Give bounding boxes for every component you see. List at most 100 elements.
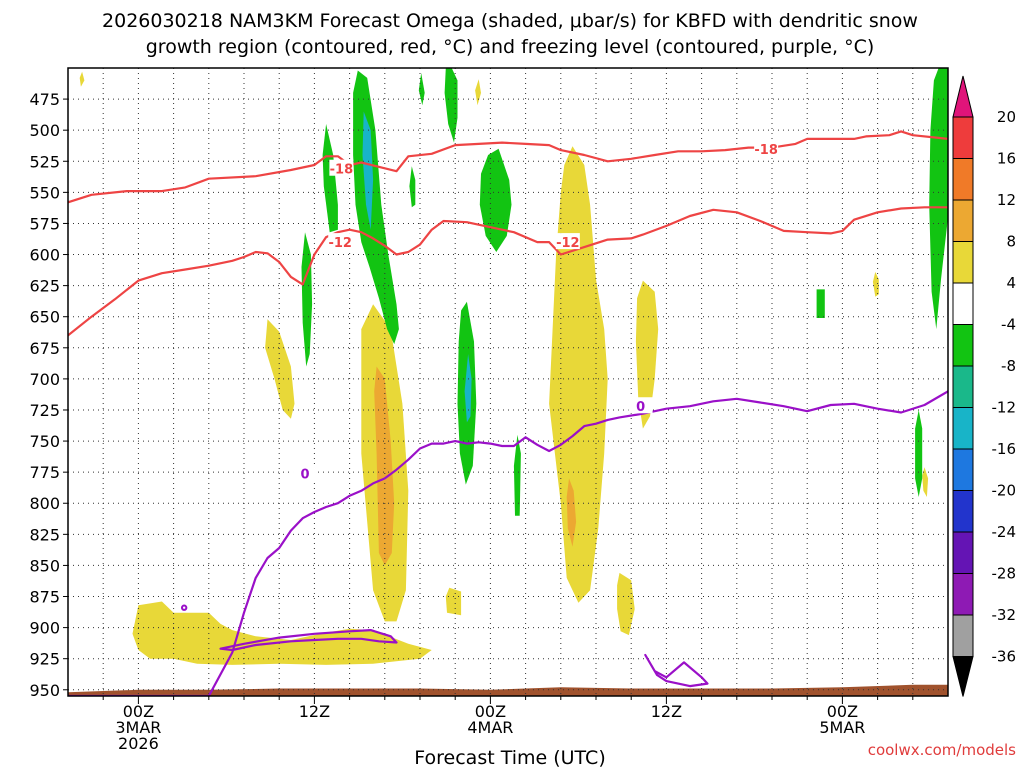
y-tick-label: 850 (29, 556, 60, 575)
y-tick-label: 825 (29, 525, 60, 544)
contour-label: 0 (636, 400, 645, 415)
y-tick-label: 575 (29, 214, 60, 233)
contour-line-2 (68, 390, 948, 696)
x-tick-label: 12Z (299, 702, 330, 721)
omega-region-20 (479, 148, 512, 252)
colorbar-bin (952, 531, 974, 574)
colorbar-bin (952, 448, 974, 491)
omega-region-24 (816, 289, 825, 318)
x-tick-label: 00Z (475, 702, 506, 721)
colorbar-label: -8 (1001, 357, 1016, 375)
contour-label-bg (754, 139, 779, 156)
y-tick-label: 675 (29, 339, 60, 358)
omega-region-16 (301, 232, 313, 367)
colorbar-bin (952, 199, 974, 242)
colorbar-bin (952, 324, 974, 367)
colorbar-label: -24 (992, 523, 1017, 541)
y-tick-label: 600 (29, 246, 60, 265)
colorbar-label: -4 (1001, 316, 1016, 334)
omega-region-6 (617, 572, 635, 636)
x-tick-label: 00Z (827, 702, 858, 721)
colorbar-top-arrow (952, 75, 974, 118)
y-tick-label: 950 (29, 681, 60, 700)
chart-title-line1: 2026030218 NAM3KM Forecast Omega (shaded… (102, 10, 918, 32)
omega-region-14 (362, 111, 374, 230)
x-tick-label: 12Z (651, 702, 682, 721)
omega-region-8 (445, 587, 462, 616)
terrain-ground (68, 684, 948, 696)
y-tick-label: 475 (29, 90, 60, 109)
colorbar-label: 4 (1006, 274, 1016, 292)
omega-region-19 (418, 73, 425, 106)
contour-label-bg (329, 159, 354, 176)
omega-region-18 (409, 166, 416, 208)
contour-label: -12 (328, 236, 352, 251)
y-tick-label: 500 (29, 121, 60, 140)
omega-region-7 (635, 280, 659, 429)
colorbar-bin (952, 614, 974, 657)
colorbar-bottom-arrow (952, 656, 974, 697)
omega-region-22 (464, 354, 472, 423)
colorbar-label: -28 (992, 565, 1017, 583)
y-tick-label: 550 (29, 183, 60, 202)
omega-region-25 (915, 410, 923, 497)
y-tick-label: 650 (29, 308, 60, 327)
colorbar-label: -16 (992, 440, 1017, 458)
colorbar: 20 16 12 8 4 -4 -8 -12 -16 -20 -24 -28 -32 -36 (952, 75, 1017, 697)
colorbar-label: -12 (992, 399, 1017, 417)
omega-region-17 (444, 68, 458, 143)
omega-region-3 (549, 146, 608, 603)
colorbar-label: -20 (992, 482, 1017, 500)
colorbar-bin (952, 407, 974, 450)
omega-region-0 (132, 601, 432, 665)
y-tick-label: 625 (29, 277, 60, 296)
y-tick-label: 725 (29, 401, 60, 420)
plot-frame (67, 67, 949, 697)
y-tick-label: 775 (29, 463, 60, 482)
colorbar-bin (952, 365, 974, 408)
omega-region-4 (566, 478, 577, 547)
chart-title-line2: growth region (contoured, red, °C) and f… (146, 36, 875, 58)
omega-region-26 (929, 68, 948, 330)
colorbar-bin (952, 241, 974, 284)
credit-text: coolwx.com/models (868, 741, 1016, 759)
omega-region-15 (322, 124, 338, 233)
colorbar-bin (952, 490, 974, 533)
omega-region-10 (922, 467, 929, 497)
colorbar-bin (952, 116, 974, 159)
contour-label-bg (293, 464, 318, 481)
colorbar-label: 8 (1006, 233, 1016, 251)
omega-region-2 (374, 366, 395, 566)
y-tick-label: 800 (29, 494, 60, 513)
contour-label: -12 (556, 236, 580, 251)
x-tick-label: 3MAR (115, 718, 161, 737)
y-tick-label: 750 (29, 432, 60, 451)
x-tick-label: 4MAR (467, 718, 513, 737)
y-tick-label: 875 (29, 588, 60, 607)
freezing-contour-closed-0 (219, 628, 398, 652)
contour-line-1 (68, 206, 948, 337)
contour-label-bg (628, 397, 653, 414)
x-tick-label: 00Z (123, 702, 154, 721)
colorbar-label: 20 (997, 108, 1016, 126)
omega-region-23 (513, 434, 521, 516)
omega-region-5 (265, 319, 295, 419)
contour-label: -18 (330, 163, 354, 178)
contour-label-bg (328, 233, 353, 250)
y-tick-label: 900 (29, 619, 60, 638)
y-tick-label: 925 (29, 650, 60, 669)
x-tick-label: 5MAR (819, 718, 865, 737)
colorbar-label: -36 (992, 648, 1017, 666)
colorbar-label: -32 (992, 606, 1017, 624)
freezing-contour-closed-1 (644, 653, 709, 688)
y-tick-label: 525 (29, 152, 60, 171)
y-tick-label: 700 (29, 370, 60, 389)
contour-line-0 (68, 130, 948, 204)
omega-region-11 (475, 79, 481, 106)
colorbar-bin (952, 282, 974, 325)
colorbar-bin (952, 158, 974, 201)
freezing-contour-dot (180, 604, 188, 611)
plot-clip-group: -18 -18 -12 -12 0 0 (68, 68, 948, 696)
